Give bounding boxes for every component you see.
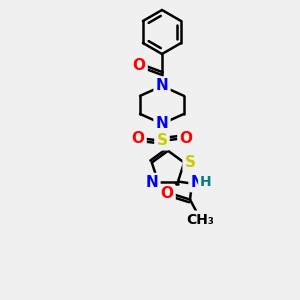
Text: N: N — [146, 175, 158, 190]
Text: H: H — [200, 175, 212, 189]
Text: N: N — [156, 79, 168, 94]
Text: N: N — [156, 116, 168, 131]
Text: O: O — [160, 186, 173, 201]
Text: O: O — [179, 131, 193, 146]
Text: N: N — [190, 175, 203, 190]
Text: O: O — [133, 58, 146, 73]
Text: S: S — [185, 155, 196, 170]
Text: O: O — [131, 131, 145, 146]
Text: S: S — [157, 133, 167, 148]
Text: CH₃: CH₃ — [186, 213, 214, 226]
